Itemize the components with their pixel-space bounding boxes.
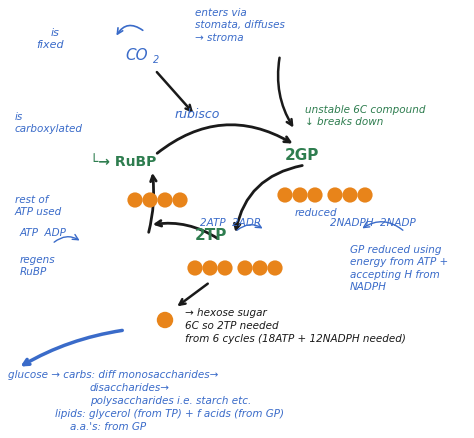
Point [161, 317, 169, 324]
Point [361, 191, 369, 198]
Point [271, 265, 279, 272]
Text: a.a.'s: from GP: a.a.'s: from GP [70, 422, 146, 432]
Point [176, 197, 184, 204]
Point [206, 265, 214, 272]
Text: fixed: fixed [36, 40, 64, 50]
Point [146, 197, 154, 204]
Text: ATP  ADP: ATP ADP [20, 228, 67, 238]
Text: is: is [51, 28, 59, 38]
Text: lipids: glycerol (from TP) + f acids (from GP): lipids: glycerol (from TP) + f acids (fr… [55, 409, 284, 419]
Point [221, 265, 229, 272]
Point [331, 191, 339, 198]
Text: 2ATP  2ADP: 2ATP 2ADP [200, 218, 260, 228]
Text: disaccharides→: disaccharides→ [90, 383, 170, 393]
Point [161, 197, 169, 204]
Text: 2NADPH  2NADP: 2NADPH 2NADP [330, 218, 416, 228]
Text: reduced: reduced [295, 208, 337, 218]
Text: GP reduced using
energy from ATP +
accepting H from
NADPH: GP reduced using energy from ATP + accep… [350, 245, 448, 292]
Text: unstable 6C compound
↓ breaks down: unstable 6C compound ↓ breaks down [305, 105, 426, 127]
Text: → hexose sugar
6C so 2TP needed
from 6 cycles (18ATP + 12NADPH needed): → hexose sugar 6C so 2TP needed from 6 c… [185, 308, 406, 344]
Point [131, 197, 139, 204]
Point [191, 265, 199, 272]
Text: rest of
ATP used: rest of ATP used [15, 195, 62, 217]
Text: is
carboxylated: is carboxylated [15, 112, 83, 134]
Point [256, 265, 264, 272]
Text: polysaccharides i.e. starch etc.: polysaccharides i.e. starch etc. [90, 396, 251, 406]
Text: 2TP: 2TP [195, 228, 228, 243]
Point [296, 191, 304, 198]
Point [241, 265, 249, 272]
Text: regens
RuBP: regens RuBP [20, 255, 55, 277]
Text: └→ RuBP: └→ RuBP [90, 155, 156, 169]
Text: glucose → carbs: diff monosaccharides→: glucose → carbs: diff monosaccharides→ [8, 370, 219, 380]
Point [281, 191, 289, 198]
Text: 2: 2 [153, 55, 159, 65]
Text: rubisco: rubisco [175, 108, 220, 121]
Text: enters via
stomata, diffuses
→ stroma: enters via stomata, diffuses → stroma [195, 8, 285, 43]
Point [346, 191, 354, 198]
Text: CO: CO [125, 48, 147, 63]
Text: 2GP: 2GP [285, 148, 319, 163]
Point [311, 191, 319, 198]
